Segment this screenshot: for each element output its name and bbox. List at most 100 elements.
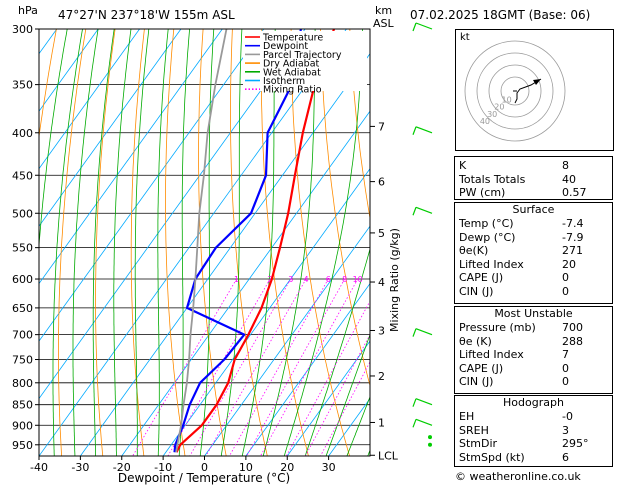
pressure-tick-label: 600 [12, 273, 33, 286]
hodograph-key: EH [459, 410, 475, 423]
pressure-tick-label: 550 [12, 242, 33, 255]
km-axis-title: km [375, 4, 393, 17]
series-line-dewpoint [173, 29, 302, 453]
mixing-ratio-line [205, 278, 307, 456]
mixing-ratio-line [189, 278, 292, 456]
hodograph-ring-label: 40 [480, 117, 490, 126]
isotherm-line [39, 29, 347, 456]
km-tick-label: LCL [378, 449, 399, 462]
isotherm-line [39, 29, 223, 285]
wet-adiabat-line [262, 29, 316, 456]
legend-entry: Wet Adiabat [263, 67, 321, 78]
index-key: Totals Totals [459, 172, 526, 186]
isotherm-line [39, 29, 99, 112]
wet-adiabat-line [92, 29, 115, 456]
km-tick-label: 6 [378, 176, 385, 189]
wind-barb [415, 398, 433, 406]
hodograph-ring-label: 20 [494, 103, 504, 112]
wind-barb-flag [412, 328, 417, 337]
hodograph-ring-label: 10 [501, 95, 511, 104]
dry-adiabat-line [165, 29, 186, 456]
surface-value: 20 [562, 257, 576, 271]
hodograph-row: StmDir 295° [455, 437, 612, 451]
surface-value: 0 [562, 271, 569, 285]
series-line-temperature [175, 29, 336, 453]
isotherm-line [39, 29, 306, 400]
pressure-tick-label: 850 [12, 399, 33, 412]
isotherm-line [121, 110, 370, 456]
surface-value: 0 [562, 284, 569, 298]
most-unstable-key: CIN (J) [459, 375, 494, 389]
chart-series [173, 29, 336, 453]
legend-entry: Temperature [262, 33, 323, 44]
hodograph-ring [476, 52, 554, 130]
legend-background [243, 31, 367, 91]
wet-adiabat-line [134, 29, 150, 456]
most-unstable-key: CAPE (J) [459, 361, 504, 375]
x-tick-label: -10 [154, 461, 172, 474]
most-unstable-key: θe (K) [459, 334, 492, 348]
surface-key: CIN (J) [459, 284, 494, 298]
hodograph-value: -0 [562, 410, 573, 423]
mixing-ratio-line [305, 333, 370, 456]
mixing-ratio-label: 4 [303, 275, 308, 284]
hodograph-row: EH -0 [455, 410, 612, 424]
isotherm-line [39, 29, 182, 227]
km-tick-label: 4 [378, 276, 385, 289]
wind-barb-flag [412, 419, 417, 428]
surface-value: -7.4 [562, 217, 584, 230]
surface-key: Temp (°C) [459, 217, 514, 230]
most-unstable-row: Pressure (mb) 700 [455, 321, 612, 335]
calm-wind-dot [428, 435, 432, 440]
most-unstable-title: Most Unstable [494, 307, 573, 320]
chart-grid: 1 2 3 4 6 8 10 15 20 25 [39, 29, 370, 456]
wet-adiabat-line [220, 29, 243, 456]
hodograph-table-title: Hodograph [503, 396, 564, 409]
hpa-axis-title: hPa [18, 4, 38, 17]
isotherm-line [245, 282, 370, 456]
wet-adiabat-line [283, 29, 363, 456]
hodograph-table: Hodograph EH -0 SREH 3 StmDir 295° StmSpd (kt)… [454, 395, 613, 467]
wind-barb [415, 206, 433, 214]
pressure-tick-label: 900 [12, 419, 33, 432]
wind-barb [415, 328, 433, 336]
surface-title: Surface [512, 203, 555, 216]
location-title: 47°27'N 237°18'W 155m ASL [58, 8, 235, 22]
surface-row: θe(K) 271 [455, 244, 612, 258]
dry-adiabat-line [130, 29, 145, 456]
x-tick-label: 20 [280, 461, 294, 474]
index-value: 8 [562, 159, 569, 172]
surface-row: CAPE (J) 0 [455, 271, 612, 285]
indices-table: K 8 Totals Totals 40 PW (cm) 0.57 [454, 156, 613, 200]
hodograph-key: StmDir [459, 437, 498, 451]
isotherm-line [286, 340, 370, 456]
wind-barb [415, 418, 433, 426]
surface-value: -7.9 [562, 230, 584, 244]
wind-barb [415, 126, 433, 134]
datetime-title: 07.02.2025 18GMT (Base: 06) [410, 8, 591, 22]
x-tick-label: -30 [71, 461, 89, 474]
hodograph-value: 3 [562, 423, 569, 437]
wind-barb-flag [412, 126, 417, 135]
series-line-parcel-trajectory [175, 29, 228, 453]
hodograph-row: SREH 3 [455, 424, 612, 438]
pressure-tick-label: 450 [12, 169, 33, 182]
surface-key: θe(K) [459, 244, 489, 258]
dry-adiabat-line [198, 29, 227, 456]
x-tick-label: 0 [201, 461, 208, 474]
x-tick-label: 10 [239, 461, 253, 474]
km-tick-label: 2 [378, 370, 385, 383]
hodograph-ring [500, 76, 530, 106]
index-key: K [459, 159, 467, 172]
hodograph-ring [464, 40, 566, 142]
legend-entry: Dewpoint [263, 41, 308, 52]
mixing-ratio-line [260, 278, 359, 456]
pressure-tick-label: 350 [12, 79, 33, 92]
asl-axis-title: ASL [373, 17, 394, 30]
most-unstable-key: Lifted Index [459, 348, 524, 362]
pressure-tick-label: 650 [12, 302, 33, 315]
most-unstable-row: θe (K) 288 [455, 335, 612, 349]
dry-adiabat-line [290, 29, 350, 456]
hodograph-value: 295° [562, 437, 589, 451]
